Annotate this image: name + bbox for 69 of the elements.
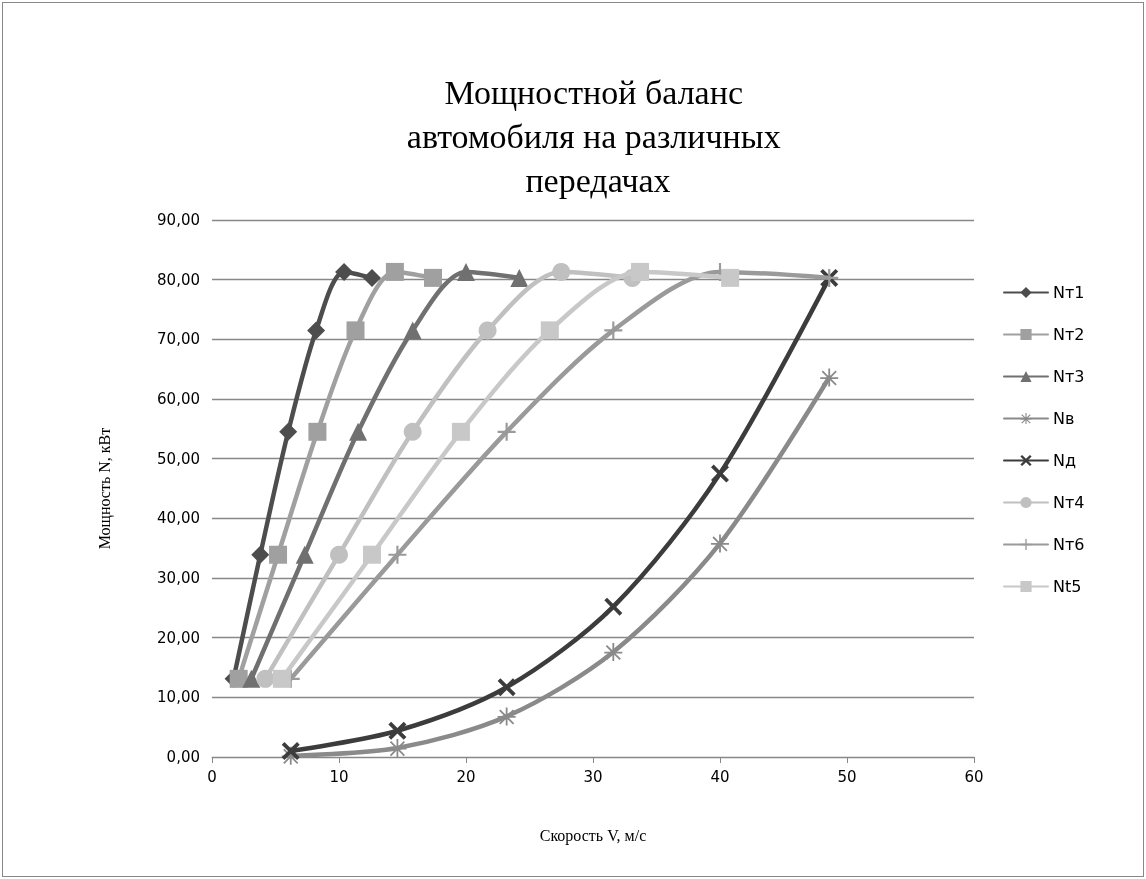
point [269, 545, 288, 564]
y-tick-label: 70,00 [157, 330, 200, 349]
point [251, 545, 270, 564]
point [711, 534, 729, 553]
x-tick-label: 30 [583, 767, 603, 786]
point [242, 669, 261, 688]
point [256, 669, 275, 688]
x-tick-label: 50 [837, 767, 857, 786]
legend-label: Nт4 [1053, 493, 1085, 512]
point [388, 721, 407, 740]
point [388, 739, 407, 758]
point [820, 368, 839, 387]
x-tick-label: 40 [710, 767, 730, 786]
point [457, 262, 475, 281]
y-tick-label: 0,00 [166, 748, 200, 766]
legend-label: Nт6 [1053, 535, 1085, 554]
point [349, 422, 368, 441]
y-tick-label: 30,00 [157, 569, 200, 587]
x-tick-label: 0 [207, 767, 217, 786]
x-axis-title: Скорость V, м/с [539, 826, 647, 845]
point [552, 262, 571, 281]
point [335, 262, 354, 281]
point [403, 321, 422, 340]
point [721, 268, 740, 287]
y-tick-label: 60,00 [157, 390, 200, 408]
legend-label: Nд [1053, 451, 1077, 470]
point [308, 422, 327, 441]
point [330, 545, 348, 564]
point [604, 321, 623, 340]
point [388, 545, 407, 564]
x-tick-label: 20 [456, 767, 476, 786]
point [497, 422, 516, 441]
legend-label: Nт2 [1053, 325, 1085, 344]
legend-label: Nт3 [1053, 367, 1085, 386]
x-tick-label: 60 [964, 767, 984, 786]
point [630, 262, 649, 281]
point [423, 268, 442, 287]
point [510, 268, 529, 287]
x-tick-label: 10 [329, 767, 349, 786]
y-tick-label: 20,00 [157, 628, 200, 647]
y-tick-label: 80,00 [157, 270, 200, 289]
point [403, 422, 422, 441]
point [497, 707, 516, 726]
point [229, 669, 248, 688]
point [497, 678, 516, 697]
point [478, 321, 497, 340]
point [279, 422, 298, 441]
chart-title: Мощностной баланс автомобиля на различных передачах [406, 73, 790, 199]
point [346, 321, 365, 340]
point [385, 262, 404, 281]
point [711, 464, 729, 483]
point [281, 742, 300, 761]
legend-label: Nт1 [1053, 283, 1085, 302]
y-tick-label: 50,00 [157, 449, 200, 468]
point [363, 545, 382, 564]
y-axis-title: Мощность N, кВт [95, 427, 114, 550]
y-tick-label: 10,00 [157, 688, 200, 707]
point [604, 597, 623, 616]
y-tick-label: 40,00 [157, 509, 200, 528]
y-tick-label: 90,00 [157, 211, 200, 229]
point [363, 268, 382, 287]
point [604, 642, 623, 661]
legend-label: Nt5 [1053, 577, 1082, 596]
point [295, 545, 314, 564]
point [451, 422, 470, 441]
point [540, 321, 559, 340]
point [307, 321, 326, 340]
point [272, 669, 291, 688]
legend-label: Nв [1053, 409, 1075, 428]
